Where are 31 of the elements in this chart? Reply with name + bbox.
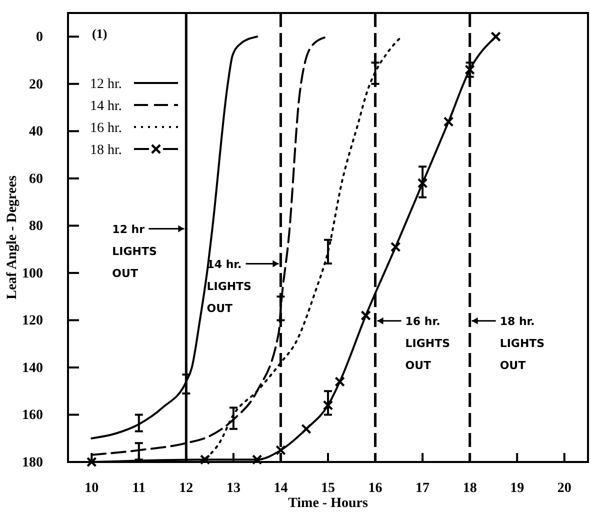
y-tick-label: 80 xyxy=(29,219,43,234)
y-tick-label: 140 xyxy=(22,360,43,376)
y-tick-label: 160 xyxy=(22,408,43,424)
legend-label: 14 hr. xyxy=(90,99,122,114)
x-tick-label: 11 xyxy=(132,480,146,496)
y-tick-label: 40 xyxy=(29,124,43,140)
ref-line-label: 18 hr. LIGHTS OUT xyxy=(500,314,545,372)
y-tick-label: 180 xyxy=(22,455,43,470)
x-tick-label: 16 xyxy=(368,480,382,496)
x-tick-label: 17 xyxy=(416,480,430,496)
legend-label: 12 hr. xyxy=(90,77,122,92)
x-axis-title: Time - Hours xyxy=(288,496,368,511)
y-tick-label: 60 xyxy=(29,172,43,187)
x-tick-label: 18 xyxy=(462,480,477,496)
y-tick-label: 0 xyxy=(36,30,43,46)
x-tick-label: 13 xyxy=(226,480,240,496)
y-tick-label: 120 xyxy=(22,314,43,329)
legend-label: 18 hr. xyxy=(90,143,122,158)
y-tick-label: 100 xyxy=(22,266,43,282)
y-tick-label: 20 xyxy=(29,77,43,92)
y-axis-title: Leaf Angle - Degrees xyxy=(5,175,20,300)
x-tick-label: 14 xyxy=(274,480,288,496)
annotation: (1) xyxy=(92,26,108,41)
ref-line-label: 12 hr LIGHTS OUT xyxy=(112,222,158,280)
x-tick-label: 15 xyxy=(321,480,335,496)
x-tick-label: 12 xyxy=(179,480,194,496)
x-tick-label: 19 xyxy=(510,480,524,496)
x-tick-label: 10 xyxy=(84,480,99,496)
legend-label: 16 hr. xyxy=(90,121,122,136)
ref-line-label: 16 hr. LIGHTS OUT xyxy=(405,314,450,372)
x-tick-label: 20 xyxy=(557,480,572,496)
